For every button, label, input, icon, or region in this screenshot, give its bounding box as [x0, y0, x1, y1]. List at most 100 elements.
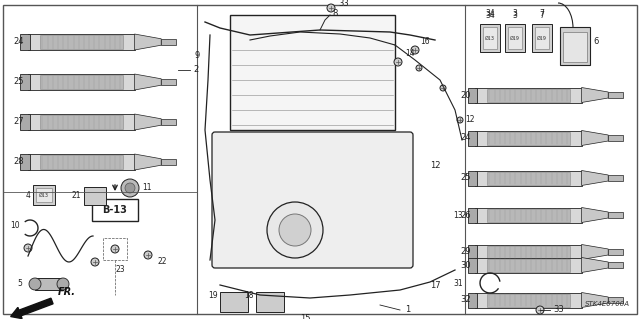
- Text: STK4E0700A: STK4E0700A: [585, 301, 630, 307]
- Text: 10: 10: [10, 220, 20, 229]
- Text: Ø13: Ø13: [39, 192, 49, 197]
- Bar: [35, 278, 63, 290]
- Text: 24: 24: [13, 38, 24, 47]
- Text: 25: 25: [13, 78, 24, 86]
- Text: 18: 18: [244, 291, 254, 300]
- Text: 5: 5: [17, 279, 22, 288]
- Text: 3: 3: [513, 10, 517, 19]
- Circle shape: [279, 214, 311, 246]
- Circle shape: [536, 306, 544, 314]
- Circle shape: [267, 202, 323, 258]
- Bar: [230, 15, 395, 130]
- Text: 33: 33: [338, 0, 349, 8]
- Text: 3: 3: [513, 11, 517, 20]
- Text: 7: 7: [540, 10, 545, 19]
- Bar: [467, 207, 477, 222]
- Text: 16: 16: [420, 38, 429, 47]
- Polygon shape: [134, 154, 161, 170]
- Circle shape: [125, 183, 135, 193]
- Text: 34: 34: [485, 11, 495, 20]
- Text: Ø13: Ø13: [485, 35, 495, 41]
- Bar: [475, 170, 582, 186]
- Bar: [28, 114, 134, 130]
- Bar: [103, 238, 127, 260]
- Text: 6: 6: [593, 38, 598, 47]
- Polygon shape: [582, 87, 608, 102]
- Bar: [535, 27, 549, 49]
- Bar: [467, 170, 477, 186]
- Text: 15: 15: [300, 314, 310, 319]
- Text: 9: 9: [195, 50, 200, 60]
- Bar: [608, 262, 623, 268]
- Text: 17: 17: [430, 280, 440, 290]
- Text: 33: 33: [553, 306, 564, 315]
- Text: 1: 1: [405, 306, 410, 315]
- Bar: [84, 187, 106, 205]
- Circle shape: [440, 85, 446, 91]
- Bar: [532, 24, 552, 52]
- Text: 4: 4: [25, 190, 30, 199]
- Text: 19: 19: [209, 291, 218, 300]
- Polygon shape: [582, 130, 608, 145]
- Bar: [508, 27, 522, 49]
- FancyBboxPatch shape: [92, 199, 138, 221]
- Bar: [161, 159, 176, 165]
- Circle shape: [416, 65, 422, 71]
- Bar: [608, 212, 623, 218]
- Bar: [608, 135, 623, 141]
- Bar: [33, 185, 55, 205]
- Text: Ø19: Ø19: [510, 35, 520, 41]
- Bar: [36, 188, 52, 202]
- Bar: [28, 74, 134, 90]
- Polygon shape: [582, 257, 608, 272]
- Bar: [40, 35, 123, 49]
- Bar: [480, 24, 500, 52]
- Bar: [475, 293, 582, 308]
- Bar: [487, 209, 570, 221]
- Bar: [608, 92, 623, 98]
- FancyBboxPatch shape: [212, 132, 413, 268]
- Text: Ø19: Ø19: [537, 35, 547, 41]
- Bar: [20, 34, 29, 50]
- Text: B-13: B-13: [102, 205, 127, 215]
- Bar: [487, 172, 570, 184]
- Text: 30: 30: [460, 261, 471, 270]
- Bar: [40, 115, 123, 129]
- Bar: [20, 154, 29, 170]
- Polygon shape: [582, 207, 608, 222]
- Bar: [467, 130, 477, 145]
- Circle shape: [144, 251, 152, 259]
- Text: 2: 2: [193, 65, 198, 75]
- Text: 23: 23: [115, 265, 125, 275]
- Bar: [487, 246, 570, 258]
- Circle shape: [111, 245, 119, 253]
- Circle shape: [411, 46, 419, 54]
- Bar: [467, 87, 477, 102]
- Bar: [483, 27, 497, 49]
- Circle shape: [327, 4, 335, 12]
- Text: 12: 12: [430, 160, 440, 169]
- Bar: [467, 244, 477, 259]
- Text: 34: 34: [485, 10, 495, 19]
- Text: 32: 32: [460, 295, 471, 305]
- Text: 27: 27: [13, 117, 24, 127]
- Bar: [40, 75, 123, 89]
- Text: 25: 25: [461, 174, 471, 182]
- Text: 14: 14: [405, 49, 415, 58]
- Bar: [467, 293, 477, 308]
- Bar: [487, 293, 570, 307]
- Circle shape: [24, 244, 32, 252]
- Bar: [608, 175, 623, 181]
- Bar: [40, 155, 123, 169]
- Circle shape: [57, 278, 69, 290]
- Bar: [475, 87, 582, 102]
- Text: FR.: FR.: [58, 287, 76, 297]
- Polygon shape: [134, 74, 161, 90]
- Circle shape: [121, 179, 139, 197]
- Bar: [475, 244, 582, 259]
- Bar: [467, 257, 477, 272]
- Bar: [487, 258, 570, 271]
- Bar: [20, 114, 29, 130]
- Bar: [608, 249, 623, 255]
- Text: 22: 22: [158, 257, 168, 266]
